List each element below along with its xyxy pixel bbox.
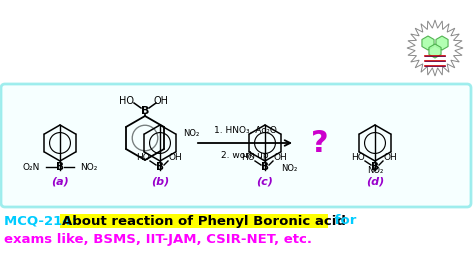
Text: exams like, BSMS, IIT-JAM, CSIR-NET, etc.: exams like, BSMS, IIT-JAM, CSIR-NET, etc…	[4, 234, 312, 247]
Text: B: B	[56, 162, 64, 172]
Text: HO: HO	[241, 153, 255, 163]
Polygon shape	[429, 44, 441, 58]
Text: HO: HO	[119, 96, 135, 106]
Text: NO₂: NO₂	[367, 166, 383, 175]
Text: NO₂: NO₂	[183, 130, 200, 139]
Text: O₂N: O₂N	[23, 163, 40, 172]
Polygon shape	[422, 36, 434, 50]
Text: B: B	[261, 162, 269, 172]
Text: HO: HO	[351, 153, 365, 163]
Text: (a): (a)	[51, 177, 69, 187]
Text: B: B	[371, 162, 379, 172]
FancyBboxPatch shape	[60, 214, 328, 228]
Text: HO: HO	[136, 153, 150, 163]
Text: (c): (c)	[256, 177, 273, 187]
Text: OH: OH	[273, 153, 287, 163]
Text: 2. work up: 2. work up	[221, 152, 269, 160]
Text: OH: OH	[154, 96, 168, 106]
Text: (d): (d)	[366, 177, 384, 187]
Text: B: B	[141, 106, 149, 116]
Text: NO₂: NO₂	[80, 163, 97, 172]
Text: About reaction of Phenyl Boronic acid: About reaction of Phenyl Boronic acid	[62, 214, 346, 227]
Text: OH: OH	[383, 153, 397, 163]
Text: (b): (b)	[151, 177, 169, 187]
Text: 1. HNO₃, Ac₂O: 1. HNO₃, Ac₂O	[214, 126, 276, 135]
Text: MCQ-214:: MCQ-214:	[4, 214, 82, 227]
Text: OH: OH	[168, 153, 182, 163]
Text: for: for	[330, 214, 356, 227]
Text: NO₂: NO₂	[281, 164, 297, 173]
FancyBboxPatch shape	[1, 84, 471, 207]
Text: ?: ?	[311, 128, 329, 157]
Polygon shape	[436, 36, 448, 50]
Text: B: B	[156, 162, 164, 172]
